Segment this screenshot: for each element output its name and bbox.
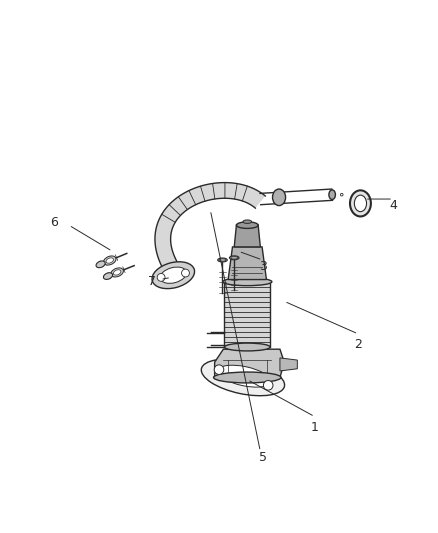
Polygon shape bbox=[228, 247, 266, 279]
Ellipse shape bbox=[231, 256, 238, 259]
Ellipse shape bbox=[230, 256, 239, 260]
Ellipse shape bbox=[243, 220, 252, 223]
Text: 1: 1 bbox=[311, 421, 319, 434]
Circle shape bbox=[157, 273, 165, 281]
Polygon shape bbox=[280, 358, 297, 371]
Text: 2: 2 bbox=[354, 338, 362, 351]
Ellipse shape bbox=[103, 256, 116, 265]
Circle shape bbox=[182, 269, 189, 277]
Ellipse shape bbox=[218, 258, 227, 262]
Ellipse shape bbox=[237, 222, 258, 229]
Ellipse shape bbox=[340, 193, 343, 196]
Text: 7: 7 bbox=[148, 275, 155, 288]
Ellipse shape bbox=[354, 195, 367, 212]
Ellipse shape bbox=[106, 258, 113, 263]
Bar bbox=[224, 282, 270, 347]
Ellipse shape bbox=[214, 372, 281, 383]
Ellipse shape bbox=[350, 190, 371, 216]
Ellipse shape bbox=[152, 262, 194, 289]
Text: 3: 3 bbox=[258, 260, 266, 273]
Ellipse shape bbox=[223, 278, 272, 286]
Ellipse shape bbox=[329, 190, 336, 199]
Ellipse shape bbox=[201, 359, 285, 395]
Ellipse shape bbox=[219, 259, 226, 261]
Ellipse shape bbox=[113, 270, 121, 275]
Ellipse shape bbox=[272, 189, 286, 206]
Circle shape bbox=[214, 365, 224, 375]
Ellipse shape bbox=[103, 273, 113, 279]
Polygon shape bbox=[234, 225, 260, 247]
Ellipse shape bbox=[218, 365, 271, 387]
Ellipse shape bbox=[160, 267, 187, 284]
Ellipse shape bbox=[111, 268, 124, 277]
Text: 6: 6 bbox=[49, 216, 57, 230]
PathPatch shape bbox=[155, 183, 265, 275]
Text: 5: 5 bbox=[258, 451, 266, 464]
Circle shape bbox=[263, 381, 273, 390]
Ellipse shape bbox=[96, 261, 105, 268]
Ellipse shape bbox=[224, 343, 270, 351]
Text: 4: 4 bbox=[389, 199, 397, 212]
Polygon shape bbox=[215, 349, 284, 377]
